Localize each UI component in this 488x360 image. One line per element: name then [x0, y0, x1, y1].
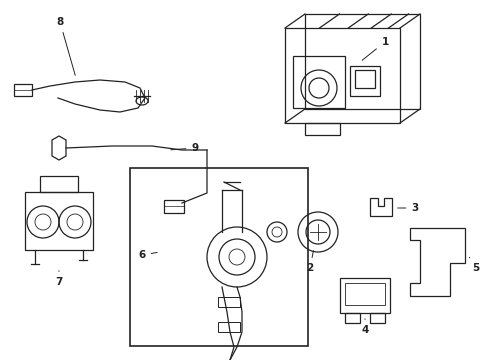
Bar — [354, 70, 374, 88]
Bar — [369, 313, 384, 323]
Text: 5: 5 — [468, 257, 479, 273]
Bar — [218, 297, 240, 307]
Bar — [14, 84, 32, 96]
Bar — [345, 283, 384, 305]
Text: 9: 9 — [170, 143, 198, 153]
Bar — [218, 322, 240, 332]
Bar — [339, 278, 389, 313]
Bar — [40, 176, 78, 192]
Bar — [345, 313, 359, 323]
Text: 4: 4 — [361, 319, 368, 335]
Bar — [305, 123, 339, 135]
Text: 6: 6 — [138, 250, 157, 260]
Bar — [163, 200, 183, 213]
Text: 2: 2 — [306, 251, 313, 273]
Bar — [305, 14, 419, 109]
Text: 3: 3 — [397, 203, 418, 213]
Bar — [285, 28, 399, 123]
Bar — [25, 192, 93, 250]
Bar — [130, 168, 307, 346]
Bar — [292, 56, 345, 108]
Text: 7: 7 — [55, 271, 62, 287]
Bar — [349, 66, 379, 96]
Text: 1: 1 — [362, 37, 388, 60]
Text: 8: 8 — [56, 17, 75, 75]
